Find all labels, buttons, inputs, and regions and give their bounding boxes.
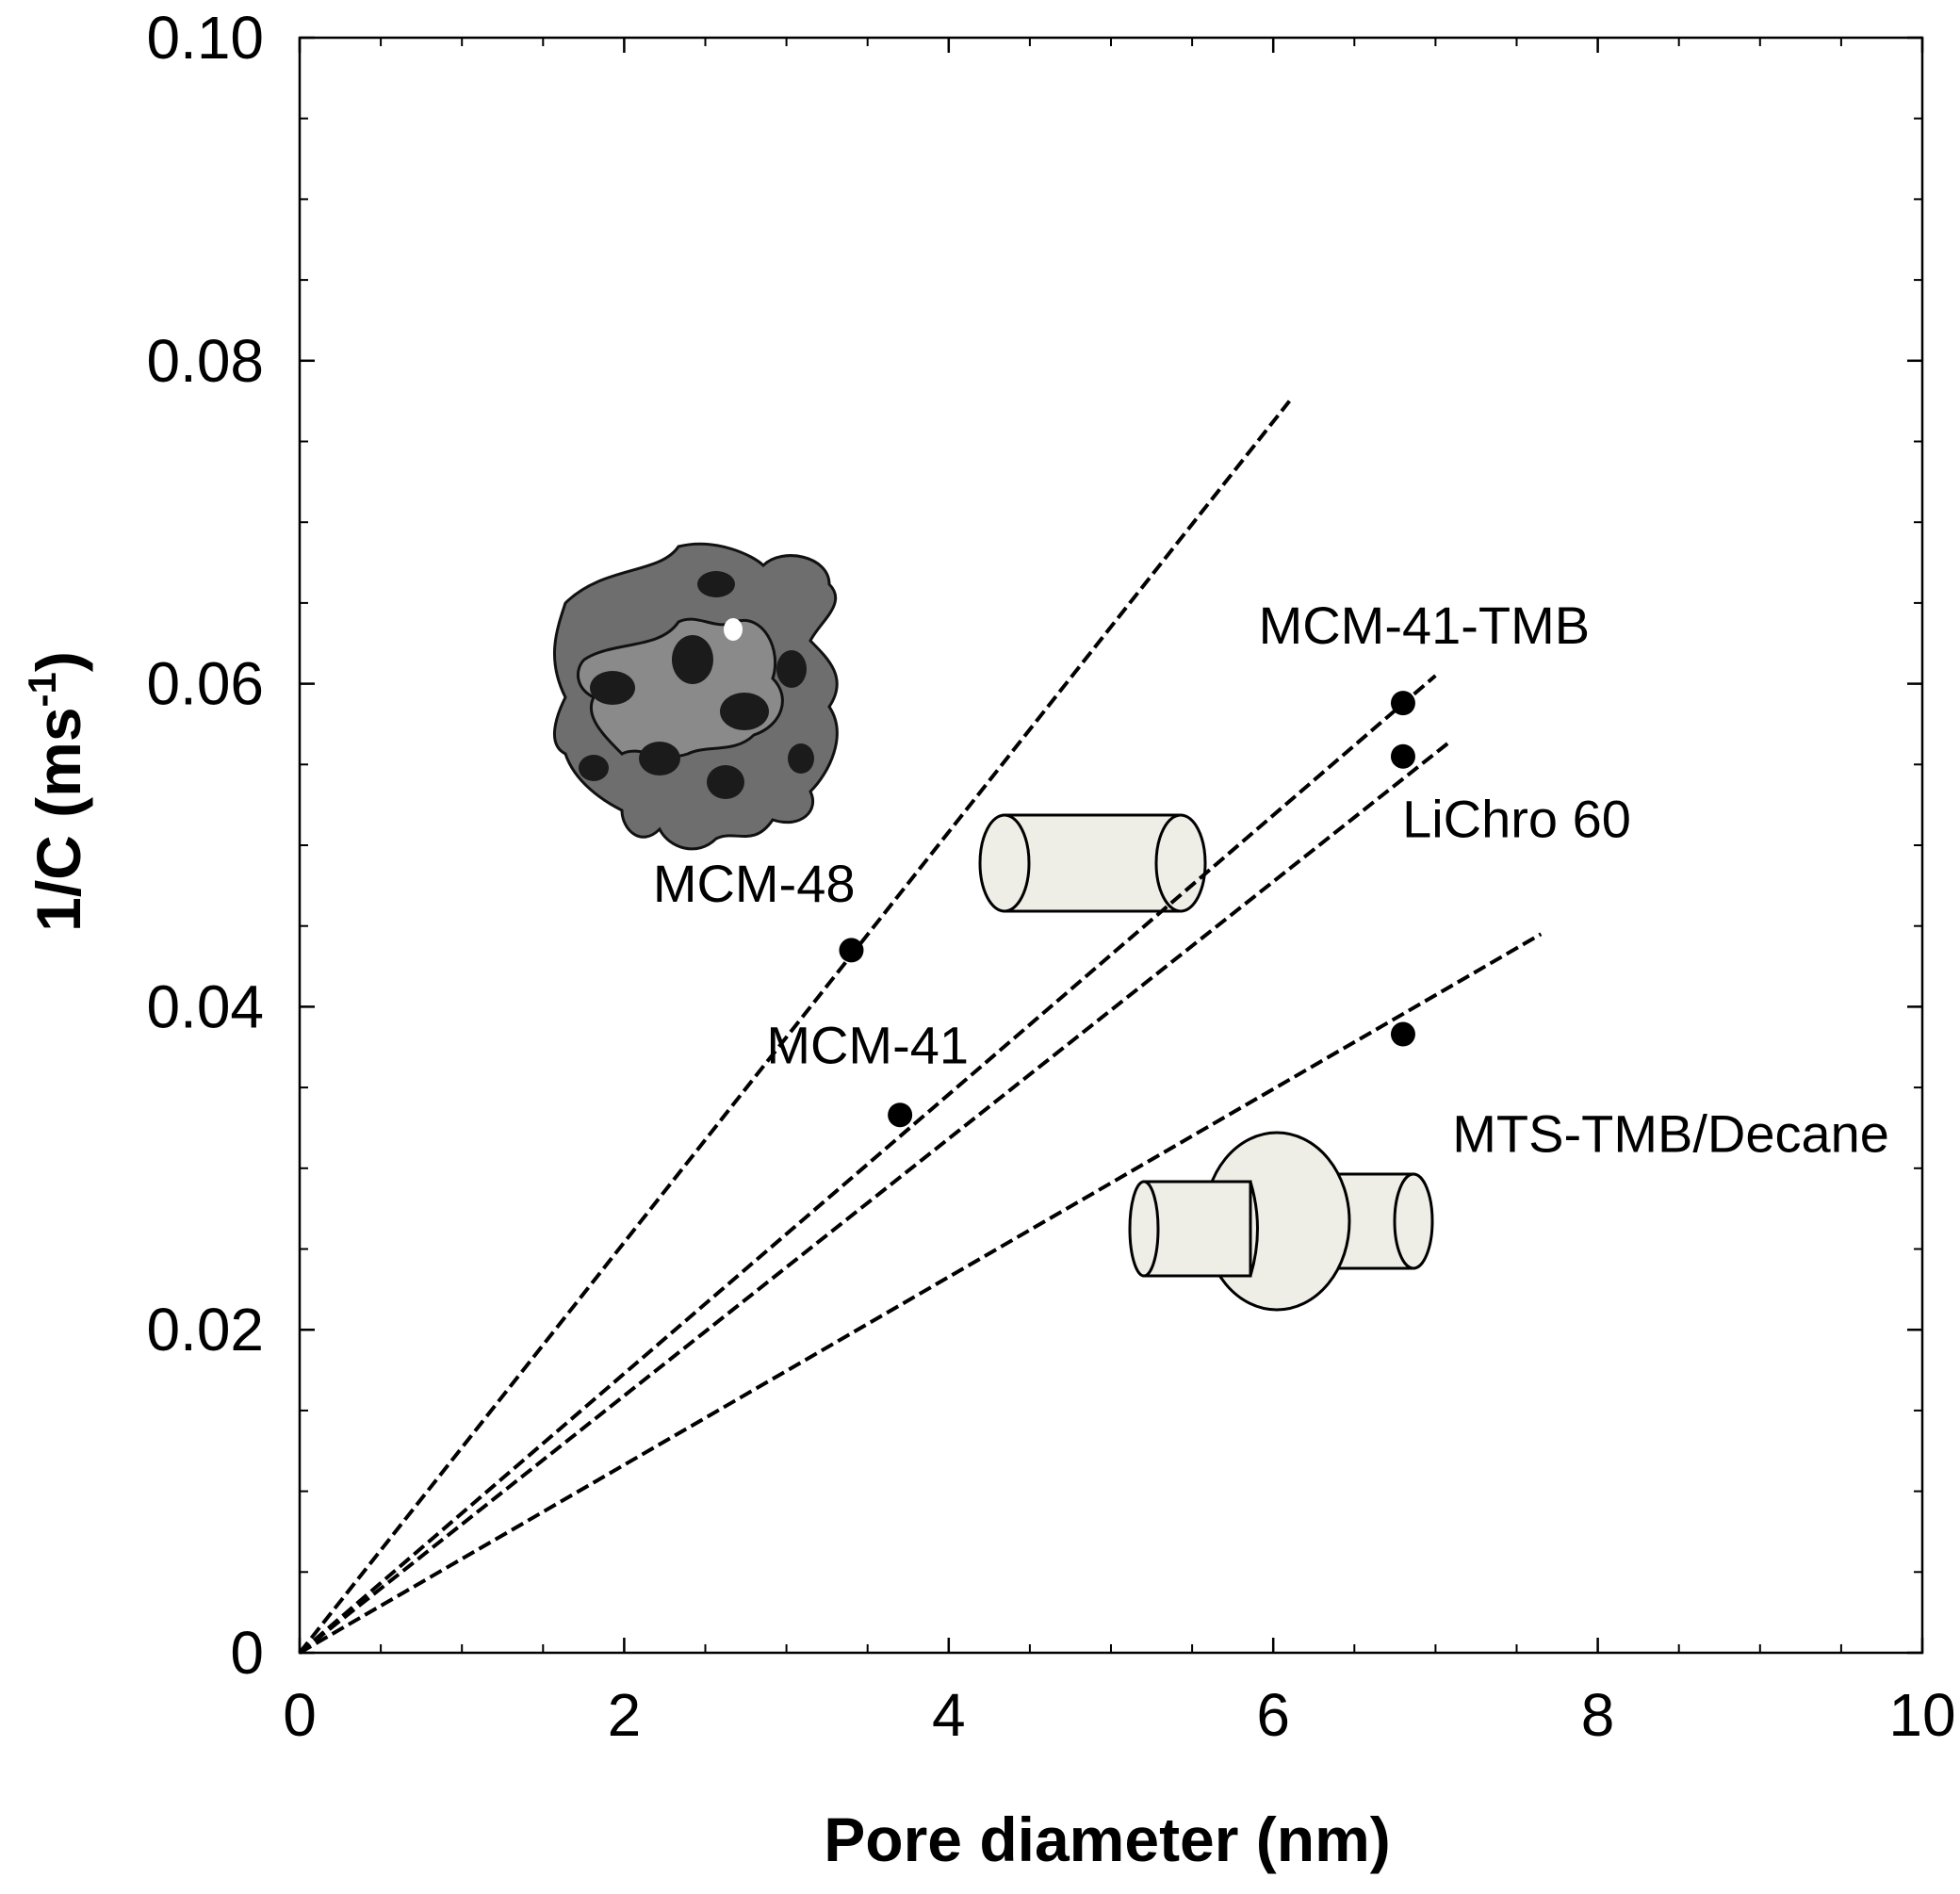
y-axis-title-superscript: -1: [20, 672, 64, 707]
y-tick-label: 0.08: [146, 327, 264, 395]
x-axis-title: Pore diameter (nm): [824, 1804, 1390, 1874]
y-tick-label: 0.04: [146, 972, 264, 1040]
y-tick-label: 0.10: [146, 4, 264, 72]
data-point: [839, 938, 863, 962]
x-tick-label: 6: [1256, 1681, 1290, 1749]
data-point: [1391, 691, 1415, 715]
series-annotation: MCM-48: [653, 854, 856, 913]
x-tick-label: 0: [283, 1681, 317, 1749]
y-tick-label: 0.06: [146, 650, 264, 718]
series-annotation: MCM-41: [766, 1015, 969, 1074]
cylinder-pore-icon: [980, 815, 1205, 911]
x-tick-label: 2: [608, 1681, 642, 1749]
series-annotation: MCM-41-TMB: [1259, 596, 1591, 655]
mcm48-gyroid-structure-icon: [554, 544, 837, 849]
data-point: [1391, 744, 1415, 769]
x-tick-label: 8: [1581, 1681, 1615, 1749]
annotations-layer: MCM-41-TMB LiChro 60 MCM-48 MCM-41 MTS-TMB/D…: [653, 596, 1889, 1164]
y-tick-label: 0: [230, 1619, 264, 1687]
data-point: [1391, 1022, 1415, 1047]
y-axis-title-close: ): [24, 651, 93, 672]
y-axis-title: 1/C (ms-1): [20, 651, 93, 932]
y-axis-title-main: 1/C (ms: [24, 707, 93, 931]
series-annotation: MTS-TMB/Decane: [1452, 1104, 1889, 1164]
x-tick-label: 10: [1888, 1681, 1955, 1749]
series-annotation: LiChro 60: [1402, 789, 1631, 848]
x-tick-label: 4: [932, 1681, 966, 1749]
y-tick-label: 0.02: [146, 1296, 264, 1363]
cage-pore-icon: [1130, 1133, 1432, 1310]
data-point: [888, 1102, 912, 1127]
